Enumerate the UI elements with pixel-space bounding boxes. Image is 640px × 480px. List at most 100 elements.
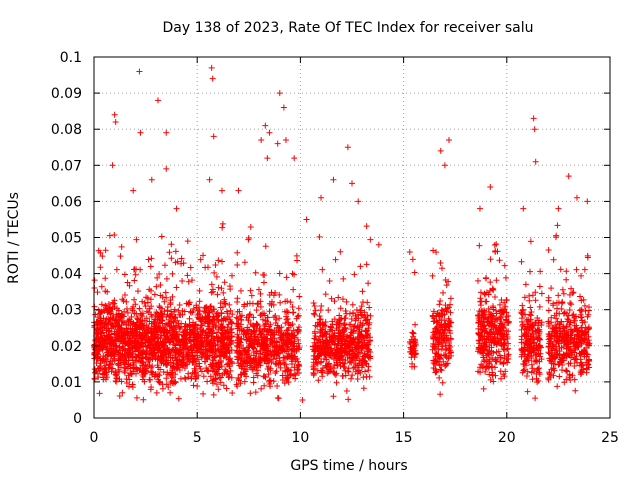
- data-point: [438, 306, 445, 313]
- data-point: [290, 286, 297, 293]
- data-point: [343, 310, 350, 317]
- data-point: [530, 115, 537, 122]
- data-point: [283, 327, 290, 334]
- data-point: [136, 343, 143, 350]
- data-point: [329, 337, 336, 344]
- data-point: [133, 357, 140, 364]
- data-point: [345, 365, 352, 372]
- data-point: [490, 349, 497, 356]
- data-point: [247, 287, 254, 294]
- data-point: [93, 327, 100, 334]
- data-point: [175, 395, 182, 402]
- data-point: [257, 303, 264, 310]
- data-point: [115, 348, 122, 355]
- data-point: [583, 353, 590, 360]
- data-point: [240, 345, 247, 352]
- data-point: [98, 309, 105, 316]
- data-point: [289, 321, 296, 328]
- data-point: [529, 365, 536, 372]
- data-point: [238, 355, 245, 362]
- data-point: [178, 255, 185, 262]
- data-point: [244, 359, 251, 366]
- data-point: [201, 308, 208, 315]
- data-point: [237, 339, 244, 346]
- data-point: [276, 90, 283, 97]
- data-point: [354, 364, 361, 371]
- data-point: [274, 350, 281, 357]
- data-point: [122, 355, 129, 362]
- data-point: [140, 396, 147, 403]
- data-point: [189, 359, 196, 366]
- data-point: [282, 137, 289, 144]
- data-point: [270, 301, 277, 308]
- data-point: [497, 368, 504, 375]
- data-point: [497, 354, 504, 361]
- data-point: [529, 292, 536, 299]
- data-point: [162, 289, 169, 296]
- data-point: [94, 289, 101, 296]
- data-point: [526, 268, 533, 275]
- data-point: [112, 377, 119, 384]
- data-point: [272, 312, 279, 319]
- data-point: [209, 286, 216, 293]
- data-point: [555, 340, 562, 347]
- data-point: [189, 309, 196, 316]
- data-point: [549, 341, 556, 348]
- data-point: [282, 298, 289, 305]
- data-point: [227, 316, 234, 323]
- data-point: [285, 309, 292, 316]
- data-point: [488, 326, 495, 333]
- data-point: [147, 296, 154, 303]
- data-point: [136, 305, 143, 312]
- data-point: [250, 314, 257, 321]
- data-point: [174, 356, 181, 363]
- data-point: [215, 346, 222, 353]
- data-point: [113, 372, 120, 379]
- data-point: [116, 344, 123, 351]
- data-point: [325, 307, 332, 314]
- data-point: [209, 327, 216, 334]
- data-point: [430, 308, 437, 315]
- data-point: [409, 360, 416, 367]
- data-point: [203, 339, 210, 346]
- data-point: [361, 337, 368, 344]
- data-point: [568, 285, 575, 292]
- data-point: [346, 352, 353, 359]
- data-point: [235, 187, 242, 194]
- data-point: [433, 318, 440, 325]
- data-point: [254, 301, 261, 308]
- data-point: [139, 372, 146, 379]
- data-point: [518, 310, 525, 317]
- data-point: [249, 344, 256, 351]
- data-point: [115, 366, 122, 373]
- data-point: [439, 343, 446, 350]
- data-point: [435, 341, 442, 348]
- data-point: [561, 309, 568, 316]
- data-point: [217, 335, 224, 342]
- data-point: [528, 349, 535, 356]
- data-point: [275, 349, 282, 356]
- data-point: [225, 313, 232, 320]
- data-point: [211, 269, 218, 276]
- data-point: [436, 374, 443, 381]
- data-point: [190, 382, 197, 389]
- data-point: [167, 389, 174, 396]
- data-point: [493, 310, 500, 317]
- data-point: [165, 384, 172, 391]
- data-point: [333, 379, 340, 386]
- data-point: [521, 361, 528, 368]
- data-point: [98, 283, 105, 290]
- data-point: [241, 370, 248, 377]
- data-point: [276, 357, 283, 364]
- data-point: [173, 348, 180, 355]
- data-point: [528, 332, 535, 339]
- data-point: [522, 281, 529, 288]
- data-point: [367, 236, 374, 243]
- y-tick-label: 0.02: [51, 339, 82, 355]
- data-point: [518, 326, 525, 333]
- data-point: [501, 299, 508, 306]
- data-point: [206, 176, 213, 183]
- data-point: [338, 353, 345, 360]
- data-point: [563, 336, 570, 343]
- data-point: [131, 326, 138, 333]
